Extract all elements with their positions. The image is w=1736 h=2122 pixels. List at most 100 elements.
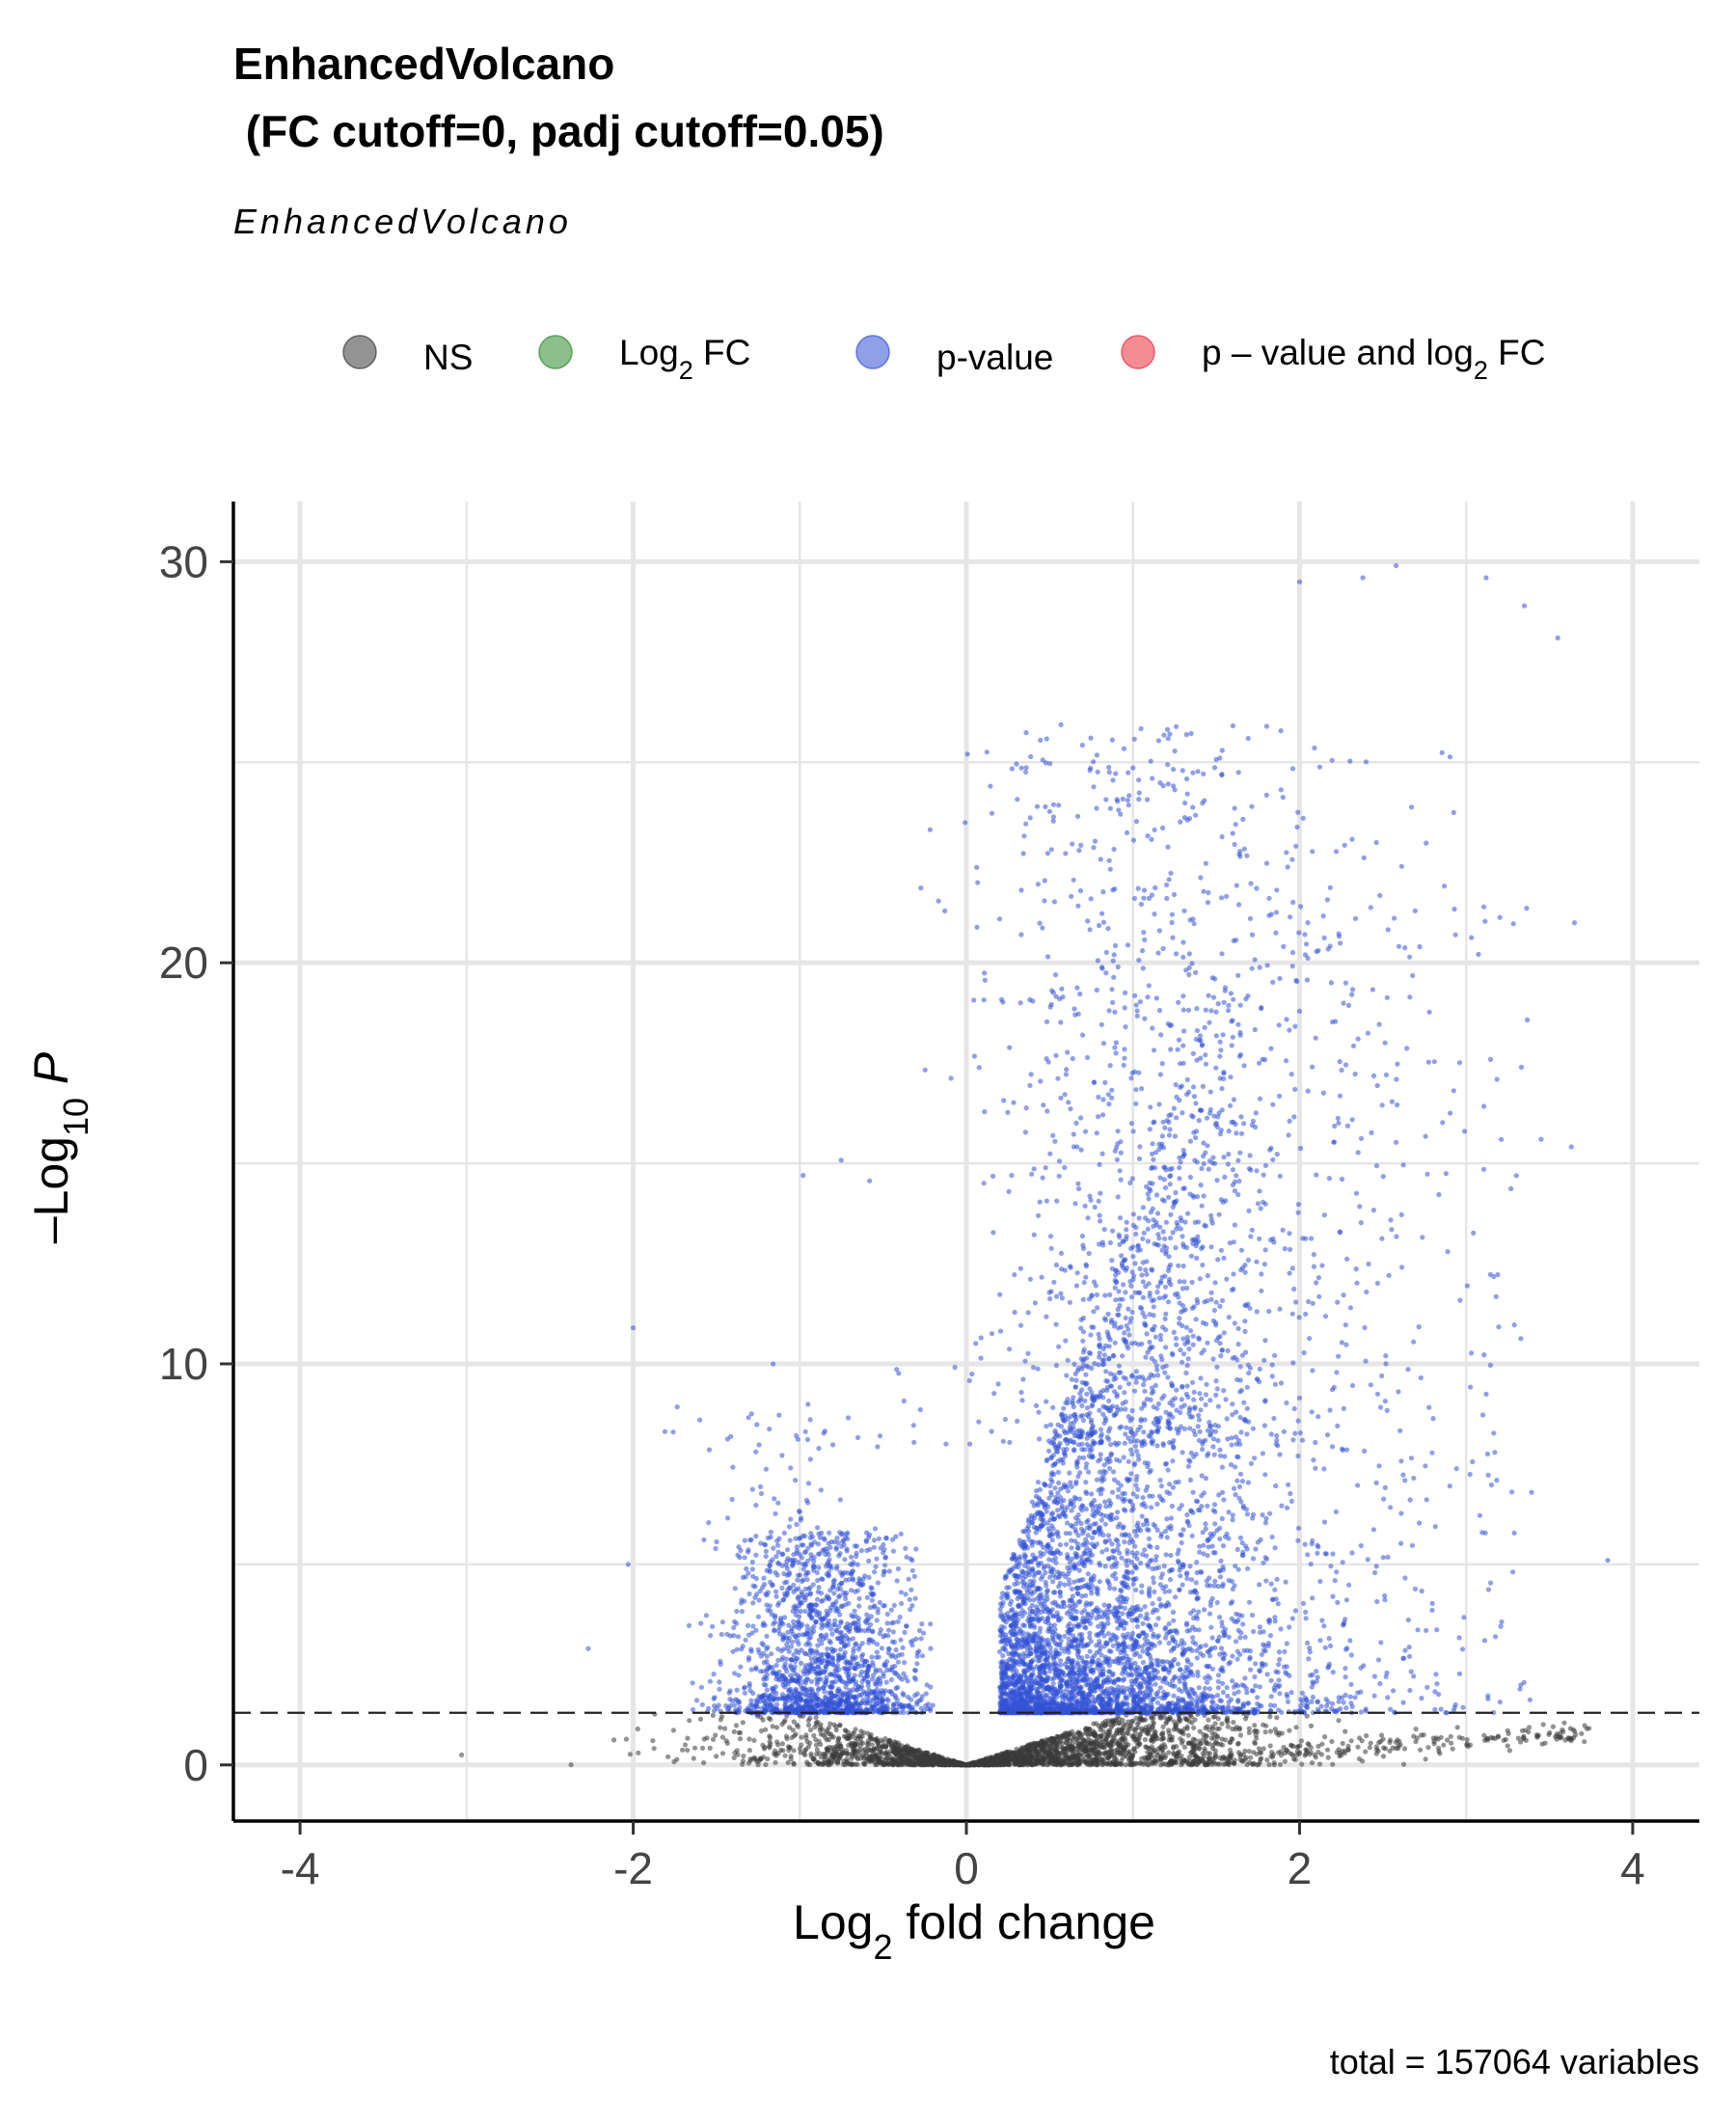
data-point-ns: [1007, 1757, 1013, 1763]
data-point-pvalue: [898, 1637, 904, 1643]
data-point-pvalue: [786, 1524, 793, 1530]
data-point-ns: [1123, 1744, 1128, 1750]
data-point-pvalue: [794, 1656, 800, 1662]
data-point-pvalue: [719, 1619, 726, 1625]
data-point-pvalue: [662, 1428, 668, 1434]
data-point-pvalue: [886, 1568, 892, 1574]
data-point-pvalue: [846, 1672, 853, 1677]
data-point-pvalue: [1154, 1501, 1160, 1507]
data-point-ns: [1185, 1732, 1191, 1738]
data-point-ns: [837, 1743, 844, 1749]
data-point-ns: [1100, 1744, 1106, 1750]
data-point-pvalue: [882, 1554, 889, 1561]
data-point-pvalue: [842, 1592, 848, 1598]
data-point-ns: [1207, 1755, 1213, 1761]
data-point-pvalue: [788, 1678, 794, 1684]
data-point-pvalue: [769, 1651, 774, 1657]
data-point-pvalue: [1374, 1280, 1380, 1286]
data-point-pvalue: [761, 1660, 767, 1666]
data-point-pvalue: [731, 1702, 738, 1708]
data-point-pvalue: [869, 1705, 875, 1711]
data-point-pvalue: [863, 1537, 869, 1543]
data-point-pvalue: [1052, 1485, 1058, 1491]
data-point-ns: [1223, 1755, 1229, 1762]
data-point-pvalue: [795, 1577, 800, 1583]
data-point-pvalue: [826, 1572, 831, 1578]
data-point-pvalue: [737, 1704, 743, 1710]
data-point-pvalue: [1175, 1558, 1181, 1564]
data-point-ns: [1212, 1754, 1218, 1759]
data-point-ns: [1267, 1743, 1273, 1749]
data-point-ns: [1401, 1746, 1408, 1752]
data-point-ns: [758, 1728, 765, 1734]
data-point-pvalue: [736, 1673, 742, 1678]
data-point-ns: [1325, 1755, 1331, 1760]
data-point-pvalue: [782, 1706, 788, 1712]
data-point-pvalue: [711, 1672, 717, 1677]
data-point-ns: [687, 1718, 692, 1724]
data-point-ns: [1431, 1741, 1437, 1747]
data-point-pvalue: [779, 1551, 785, 1558]
data-point-pvalue: [845, 1415, 852, 1421]
data-point-pvalue: [711, 1696, 717, 1701]
data-point-pvalue: [796, 1614, 802, 1619]
data-point-pvalue: [1217, 1053, 1223, 1059]
data-point-pvalue: [874, 1654, 880, 1660]
data-point-pvalue: [901, 1671, 907, 1676]
data-point-pvalue: [788, 1663, 794, 1669]
data-point-pvalue: [901, 1709, 907, 1715]
data-point-pvalue: [850, 1620, 855, 1626]
data-point-ns: [889, 1742, 895, 1748]
data-point-pvalue: [893, 1695, 899, 1700]
data-point-ns: [861, 1754, 867, 1759]
data-point-pvalue: [757, 1699, 763, 1704]
data-point-ns: [763, 1761, 769, 1768]
data-point-ns: [635, 1726, 640, 1732]
data-point-ns: [1237, 1732, 1244, 1738]
data-point-ns: [1094, 1754, 1099, 1759]
data-point-pvalue: [909, 1603, 915, 1609]
data-point-ns: [916, 1752, 922, 1757]
grid-major: [233, 502, 1699, 1821]
data-point-ns: [784, 1736, 790, 1742]
data-point-ns: [1160, 1724, 1166, 1729]
data-point-ns: [790, 1728, 796, 1733]
data-point-pvalue: [1280, 795, 1286, 801]
data-point-pvalue: [719, 1631, 724, 1638]
data-point-pvalue: [786, 1648, 792, 1654]
data-point-pvalue: [799, 1691, 804, 1697]
data-point-pvalue: [724, 1631, 730, 1637]
data-point-pvalue: [729, 1496, 735, 1503]
data-point-ns: [874, 1746, 881, 1752]
data-point-ns: [887, 1756, 894, 1762]
data-point-pvalue: [764, 1602, 770, 1608]
legend: NS Log2 FC p-value p – value and log2 FC: [342, 333, 1545, 385]
data-point-ns: [1258, 1756, 1263, 1762]
data-point-ns: [1345, 1747, 1351, 1753]
data-point-pvalue: [773, 1701, 780, 1707]
data-point-ns: [1076, 1735, 1082, 1741]
data-point-pvalue: [849, 1554, 854, 1560]
data-point-pvalue: [823, 1667, 828, 1673]
data-point-pvalue: [771, 1545, 776, 1551]
data-point-pvalue: [923, 1691, 929, 1697]
data-point-ns: [895, 1746, 902, 1752]
data-point-pvalue: [773, 1613, 778, 1619]
data-point-ns: [1483, 1736, 1490, 1742]
data-point-pvalue: [872, 1569, 878, 1575]
data-point-pvalue: [799, 1705, 804, 1712]
data-point-pvalue: [854, 1588, 861, 1593]
data-point-ns: [1227, 1739, 1233, 1746]
data-point-pvalue: [916, 1648, 922, 1654]
data-point-pvalue: [674, 1404, 680, 1410]
data-point-pvalue: [724, 1706, 731, 1712]
data-point-pvalue: [906, 1694, 911, 1700]
data-point-ns: [1579, 1730, 1585, 1736]
data-point-pvalue: [876, 1536, 882, 1541]
data-point-pvalue: [770, 1557, 775, 1563]
data-point-ns: [1223, 1761, 1229, 1767]
data-point-pvalue: [750, 1600, 756, 1606]
data-point-pvalue: [745, 1549, 751, 1555]
data-point-pvalue: [782, 1661, 788, 1667]
data-point-ns: [860, 1760, 867, 1766]
